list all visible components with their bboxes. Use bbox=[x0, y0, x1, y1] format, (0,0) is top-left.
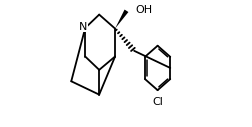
Text: Cl: Cl bbox=[151, 97, 162, 107]
Text: OH: OH bbox=[135, 5, 152, 14]
Text: N: N bbox=[78, 22, 87, 32]
Polygon shape bbox=[115, 10, 128, 29]
